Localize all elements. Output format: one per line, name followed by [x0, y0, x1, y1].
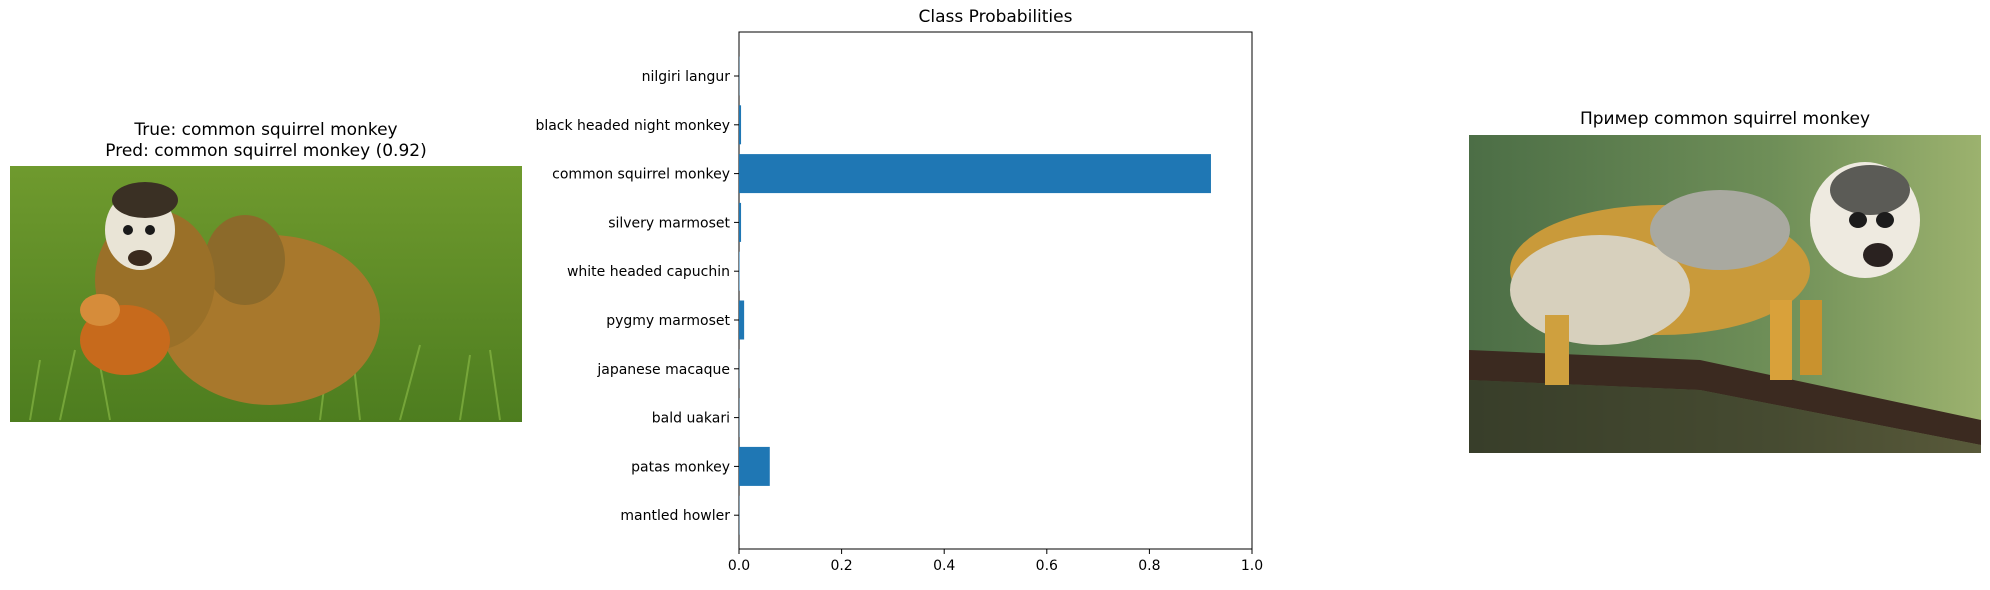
- x-tick-label: 0.2: [830, 558, 852, 574]
- left-monkey-photo: [10, 166, 522, 422]
- y-tick-label: patas monkey: [631, 459, 730, 475]
- bar-silvery-marmoset: [739, 202, 742, 242]
- right-image-title: Пример common squirrel monkey: [1579, 109, 1871, 129]
- true-label: True: common squirrel monkey: [134, 120, 398, 140]
- bar-black-headed-night-monkey: [739, 105, 742, 145]
- y-tick-label: common squirrel monkey: [552, 167, 730, 183]
- y-tick-label: bald uakari: [652, 411, 730, 427]
- pred-label: Pred: common squirrel monkey (0.92): [105, 141, 427, 161]
- x-tick-label: 0.4: [933, 558, 955, 574]
- bar-pygmy-marmoset: [739, 300, 745, 340]
- chart-plot-area: [738, 31, 1253, 550]
- x-tick-label: 1.0: [1241, 558, 1263, 574]
- left-image-title: True: common squirrel monkey Pred: commo…: [10, 120, 522, 162]
- x-tick-label: 0.8: [1138, 558, 1160, 574]
- bar-patas-monkey: [739, 446, 770, 486]
- y-tick-label: pygmy marmoset: [606, 313, 730, 329]
- right-monkey-photo: [1469, 135, 1981, 453]
- chart-title: Class Probabilities: [918, 7, 1073, 27]
- y-tick-label: nilgiri langur: [642, 69, 731, 85]
- bar-common-squirrel-monkey: [739, 154, 1211, 194]
- x-tick-label: 0.0: [728, 558, 750, 574]
- bar-white-headed-capuchin: [739, 251, 740, 291]
- x-tick-label: 0.6: [1036, 558, 1058, 574]
- y-tick-label: mantled howler: [620, 508, 730, 524]
- y-tick-label: white headed capuchin: [567, 264, 730, 280]
- y-tick-label: japanese macaque: [596, 362, 730, 378]
- y-tick-label: silvery marmoset: [608, 215, 730, 231]
- y-tick-label: black headed night monkey: [535, 118, 730, 134]
